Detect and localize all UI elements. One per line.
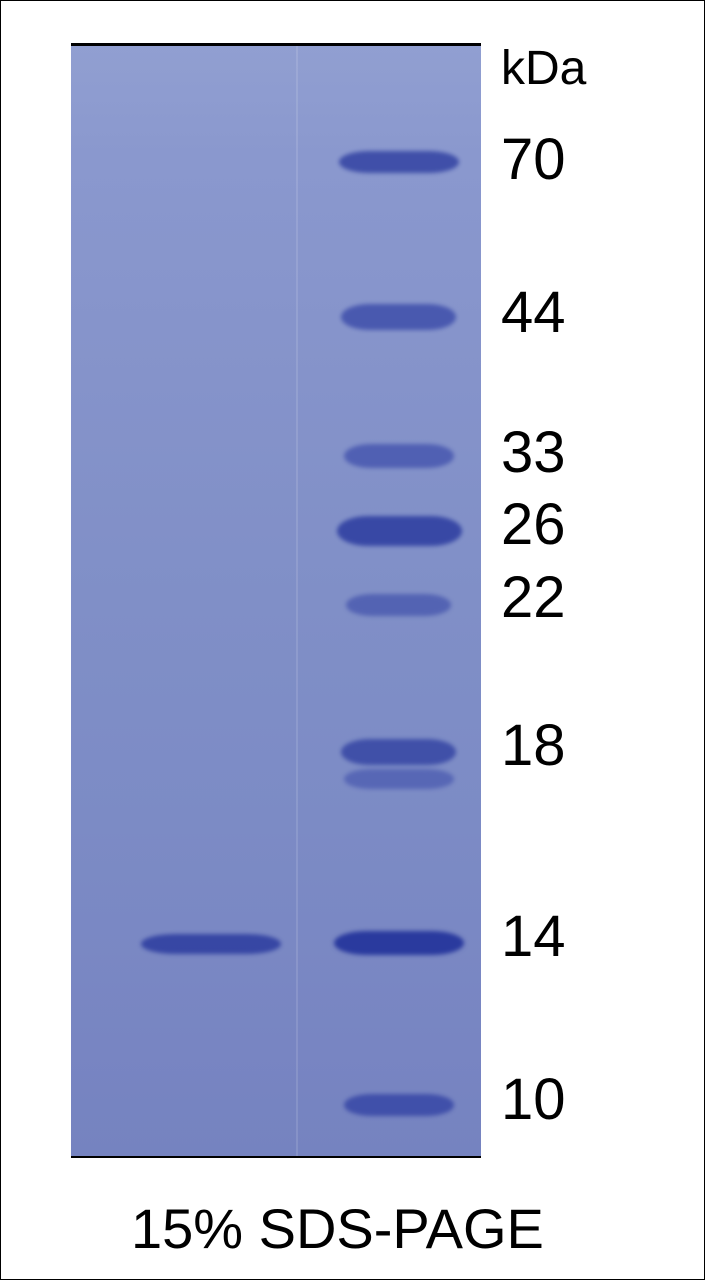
mw-label-14: 14	[501, 903, 566, 970]
marker-band-18a	[341, 739, 456, 765]
gel-bottom-border	[71, 1156, 481, 1158]
unit-label: kDa	[501, 41, 586, 96]
marker-band-26	[337, 516, 462, 546]
mw-label-26: 26	[501, 491, 566, 558]
marker-band-22	[346, 594, 451, 616]
mw-label-10: 10	[501, 1066, 566, 1133]
sds-page-gel	[71, 46, 481, 1156]
marker-band-18b	[344, 769, 454, 789]
mw-label-33: 33	[501, 419, 566, 486]
mw-label-70: 70	[501, 126, 566, 193]
marker-band-33	[344, 444, 454, 468]
gel-figure-container: kDa 70 44 33 26 22 18 14 10 15% SDS-PAGE	[0, 0, 705, 1280]
sample-band-14	[141, 934, 281, 954]
mw-label-44: 44	[501, 279, 566, 346]
marker-band-14	[334, 931, 464, 955]
gel-caption: 15% SDS-PAGE	[131, 1196, 544, 1261]
marker-band-44	[341, 304, 456, 330]
mw-label-18: 18	[501, 712, 566, 779]
lane-divider	[296, 46, 298, 1156]
mw-label-22: 22	[501, 564, 566, 631]
marker-band-10	[344, 1094, 454, 1116]
marker-band-70	[339, 151, 459, 173]
